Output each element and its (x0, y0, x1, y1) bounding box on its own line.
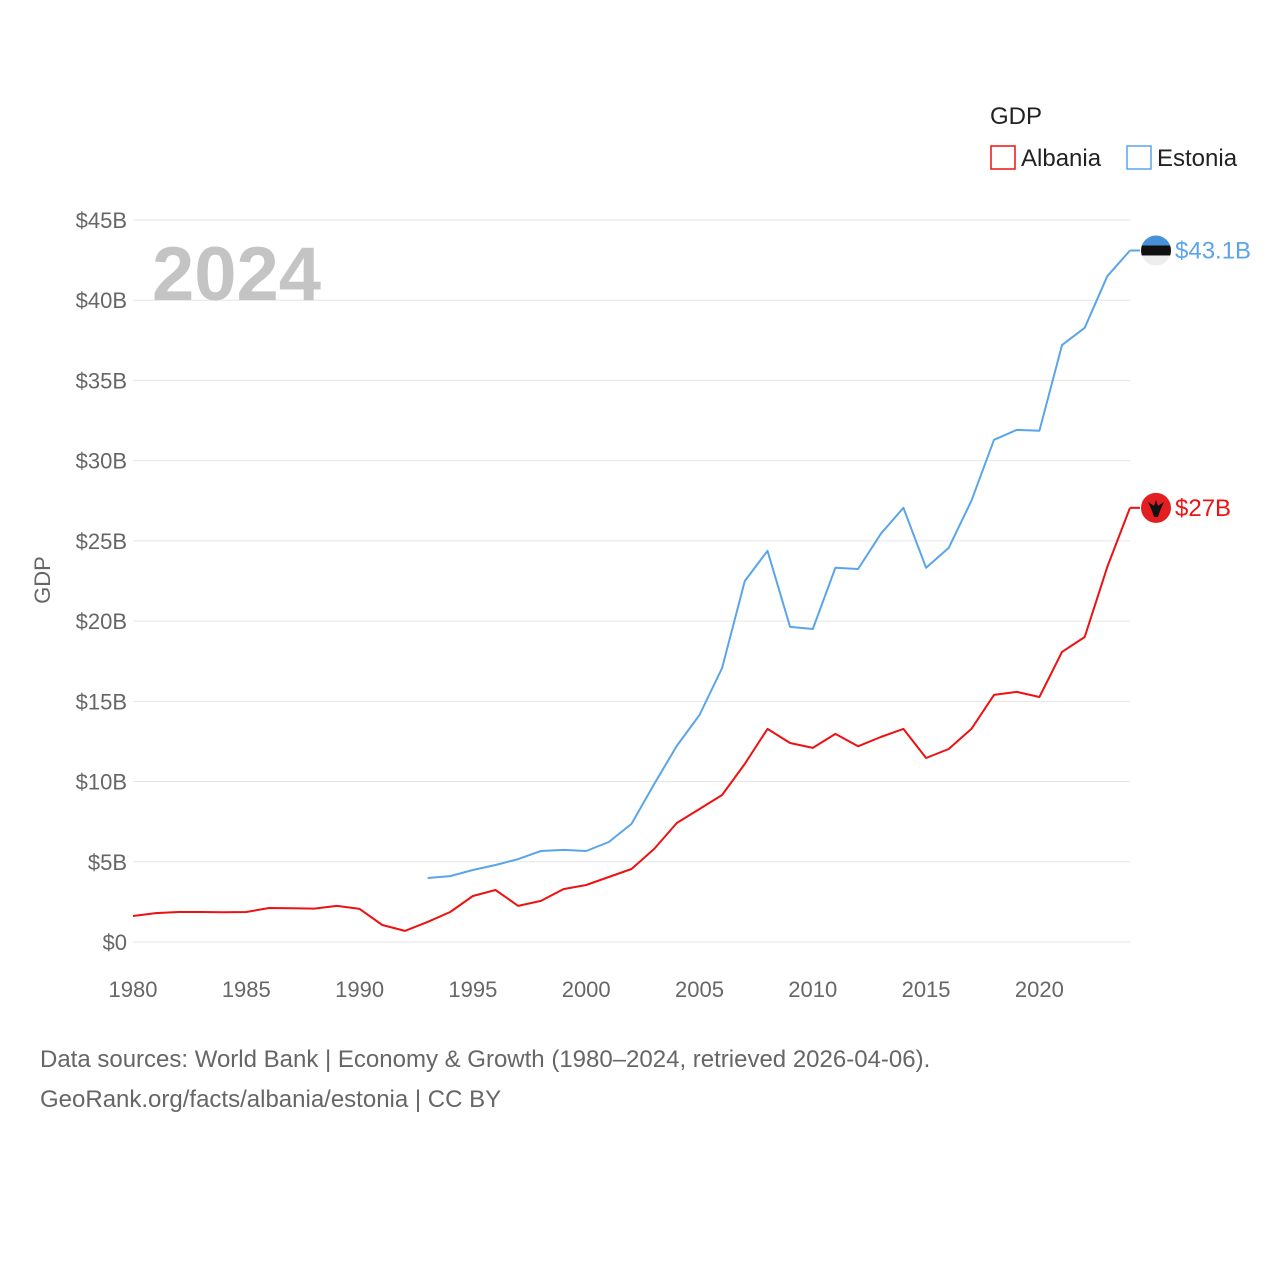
end-label-estonia: $43.1B (1175, 237, 1251, 264)
eagle-icon (1148, 499, 1164, 517)
y-tick-label: $0 (103, 930, 127, 955)
legend-swatch-estonia (1126, 145, 1152, 170)
y-tick-label: $25B (76, 529, 127, 554)
legend-swatch-albania (990, 145, 1016, 170)
series-line-albania (132, 507, 1131, 932)
x-tick-label: 1980 (109, 977, 158, 1002)
x-tick-label: 2010 (788, 977, 837, 1002)
x-tick-label: 1990 (335, 977, 384, 1002)
flag-band (1141, 255, 1171, 266)
y-tick-label: $40B (76, 288, 127, 313)
y-tick-label: $30B (76, 449, 127, 474)
estonia-flag-icon (1141, 235, 1171, 266)
x-tick-label: 1995 (448, 977, 497, 1002)
x-tick-label: 2005 (675, 977, 724, 1002)
source-line-1: Data sources: World Bank | Economy & Gro… (40, 1046, 931, 1073)
legend: GDP Albania Estonia (990, 103, 1238, 172)
legend-label-estonia: Estonia (1157, 145, 1238, 172)
flag-band (1141, 235, 1171, 246)
y-tick-label: $15B (76, 689, 127, 714)
flag-band (1141, 245, 1171, 256)
gridlines (133, 219, 1130, 943)
y-axis-label: GDP (30, 556, 55, 604)
x-tick-label: 1985 (222, 977, 271, 1002)
y-tick-label: $5B (88, 850, 127, 875)
albania-flag-icon (1141, 492, 1171, 523)
x-axis-ticks: 1980 1985 1990 1995 2000 2005 2010 2015 2020 (109, 977, 1064, 1002)
legend-title: GDP (990, 103, 1042, 130)
y-tick-label: $10B (76, 770, 127, 795)
x-tick-label: 2020 (1015, 977, 1064, 1002)
x-tick-label: 2000 (562, 977, 611, 1002)
year-watermark: 2024 (152, 232, 321, 317)
y-tick-label: $20B (76, 609, 127, 634)
source-line-2: GeoRank.org/facts/albania/estonia | CC B… (40, 1086, 502, 1113)
x-tick-label: 2015 (902, 977, 951, 1002)
legend-item-estonia[interactable]: Estonia (1126, 145, 1238, 172)
end-label-albania: $27B (1175, 495, 1231, 522)
y-tick-label: $35B (76, 368, 127, 393)
legend-item-albania[interactable]: Albania (990, 145, 1102, 172)
legend-label-albania: Albania (1021, 145, 1102, 172)
series-line-estonia (427, 249, 1131, 879)
series-group: $27B $43.1B (132, 235, 1251, 932)
y-axis-ticks: $0 $5B $10B $15B $20B $25B $30B $35B $40B $45B (76, 208, 127, 955)
y-tick-label: $45B (76, 208, 127, 233)
